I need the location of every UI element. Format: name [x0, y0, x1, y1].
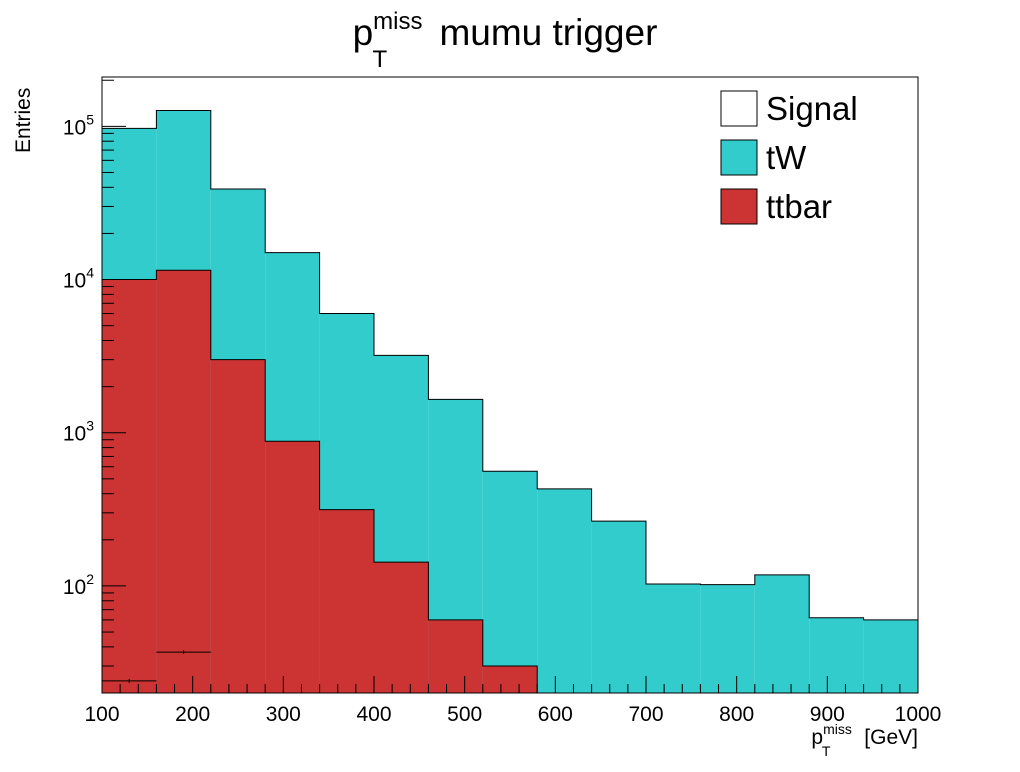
bar-tw-14 [863, 619, 918, 693]
x-tick-label-200: 200 [175, 703, 210, 726]
xlabel-sub: T [822, 743, 831, 759]
signal-markers [102, 650, 211, 683]
x-tick-label-600: 600 [538, 703, 573, 726]
x-tick-label-900: 900 [810, 703, 845, 726]
legend-swatch-signal [720, 90, 758, 127]
x-tick-label-1000: 1000 [895, 703, 942, 726]
y-tick-label-100: 102 [63, 571, 94, 599]
plot-frame [101, 76, 919, 694]
legend-label-signal: Signal [766, 90, 858, 127]
xlabel-rest: [GeV] [864, 726, 918, 749]
axes: 100 200 300 400 500 600 700 800 900 1000 102 103 104… [63, 79, 942, 726]
y-axis-label: Entries [12, 88, 35, 153]
legend-label-ttbar: ttbar [766, 188, 832, 225]
bar-ttbar-6 [428, 619, 483, 693]
bar-ttbar-3 [265, 441, 320, 693]
x-axis-label: pmiss T [GeV] [811, 721, 918, 759]
xlabel-sup: miss [823, 721, 852, 737]
x-tick-label-300: 300 [266, 703, 301, 726]
legend-label-tw: tW [766, 139, 807, 176]
bar-ttbar-0 [102, 279, 157, 693]
bar-ttbar-2 [210, 359, 266, 693]
title-p: p [353, 12, 374, 53]
title-rest: mumu trigger [439, 12, 657, 53]
bar-ttbar-1 [156, 270, 211, 693]
bar-tw-10 [646, 583, 701, 693]
bar-tw-8 [537, 488, 592, 693]
bar-tw-11 [700, 584, 755, 693]
legend-swatch-ttbar [720, 188, 758, 225]
title-sup: miss [373, 8, 422, 35]
x-tick-label-100: 100 [84, 703, 119, 726]
bar-ttbar-4 [319, 509, 374, 693]
outline-tw [101, 109, 919, 693]
x-tick-label-700: 700 [628, 703, 663, 726]
y-tick-label-1000: 103 [63, 418, 94, 446]
bar-tw-9 [591, 521, 646, 693]
bar-tw-12 [754, 574, 810, 693]
bar-ttbar-5 [374, 562, 429, 693]
xlabel-p: p [811, 726, 823, 749]
y-tick-label-10000: 104 [63, 265, 94, 293]
histogram-bars [101, 109, 919, 694]
title-sub: T [373, 46, 388, 73]
legend-swatch-tw [720, 139, 758, 176]
x-tick-label-400: 400 [356, 703, 391, 726]
bar-tw-13 [809, 617, 864, 693]
bar-ttbar-7 [482, 666, 538, 693]
x-tick-label-800: 800 [719, 703, 754, 726]
x-tick-label-500: 500 [447, 703, 482, 726]
y-tick-label-100000: 105 [63, 111, 94, 139]
chart-title: pmiss T mumu trigger [353, 8, 658, 73]
bar-tw-7 [482, 471, 538, 693]
legend: Signal tW ttbar [720, 90, 858, 225]
